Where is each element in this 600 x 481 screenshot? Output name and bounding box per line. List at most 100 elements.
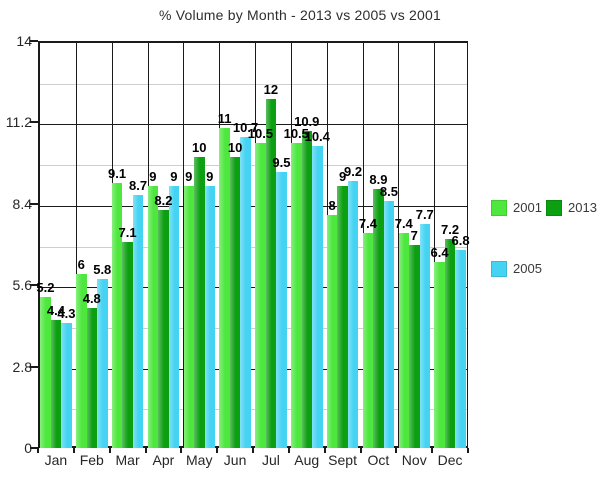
major-gridline xyxy=(40,368,467,370)
chart-title: % Volume by Month - 2013 vs 2005 vs 2001 xyxy=(159,7,441,23)
x-axis-tick xyxy=(216,448,219,453)
bar-2013-nov xyxy=(409,244,420,448)
x-axis-tick xyxy=(395,448,398,453)
month-divider-gridline xyxy=(434,43,436,446)
bar-2005-nov xyxy=(419,224,430,448)
x-axis-label-apr: Apr xyxy=(152,452,175,468)
bar-2013-may xyxy=(194,157,205,448)
y-axis-tick xyxy=(30,40,38,42)
x-axis-label-jul: Jul xyxy=(261,452,280,468)
bar-value-label: 4.8 xyxy=(82,291,101,307)
bar-value-label: 9 xyxy=(206,169,214,185)
minor-gridline xyxy=(40,409,467,411)
x-axis-label-dec: Dec xyxy=(437,452,463,468)
bar-value-label: 5.8 xyxy=(93,262,112,278)
bar-2001-dec xyxy=(434,261,445,448)
bar-value-label: 6.4 xyxy=(430,244,449,260)
bar-2013-aug xyxy=(301,131,312,448)
y-axis-tick-label: 0 xyxy=(24,440,32,456)
legend-label-2005: 2005 xyxy=(513,261,542,276)
bar-2005-apr xyxy=(168,186,180,448)
bar-2013-dec xyxy=(444,238,456,448)
bar-value-label: 11 xyxy=(217,111,232,127)
legend-swatch-2001 xyxy=(491,200,507,216)
x-axis-tick xyxy=(144,448,147,453)
bar-value-label: 8.2 xyxy=(154,192,173,208)
bar-value-label: 4.3 xyxy=(57,305,76,321)
bar-value-label: 10.7 xyxy=(232,119,259,135)
y-axis-tick-label: 14 xyxy=(16,33,32,49)
bar-value-label: 5.2 xyxy=(36,279,55,295)
legend-swatch-2013 xyxy=(546,200,562,216)
x-axis-tick xyxy=(323,448,326,453)
x-axis-label-oct: Oct xyxy=(367,452,390,468)
x-axis-label-sept: Sept xyxy=(328,452,357,468)
x-axis-tick xyxy=(287,448,290,453)
x-axis-tick xyxy=(180,448,183,453)
bar-value-label: 8.9 xyxy=(369,172,388,188)
bar-2005-jul xyxy=(276,171,287,448)
x-axis-label-aug: Aug xyxy=(294,452,320,468)
minor-gridline xyxy=(40,246,467,248)
y-axis-tick-label: 11.2 xyxy=(5,114,32,131)
bar-2005-jun xyxy=(240,136,251,448)
bar-2013-apr xyxy=(158,209,169,448)
bar-value-label: 7.4 xyxy=(394,215,413,231)
x-axis-label-feb: Feb xyxy=(79,452,104,468)
y-axis-tick-label: 2.8 xyxy=(12,358,32,375)
x-axis-tick xyxy=(467,448,469,453)
bar-2013-mar xyxy=(122,241,133,448)
bar-2005-may xyxy=(204,186,215,448)
month-divider-gridline xyxy=(75,43,77,446)
minor-gridline xyxy=(40,327,467,329)
bar-value-label: 12 xyxy=(263,82,279,98)
legend-swatch-2005 xyxy=(491,261,507,277)
bar-2001-jan xyxy=(40,296,51,448)
bar-value-label: 10 xyxy=(192,140,207,156)
bar-2001-nov xyxy=(398,232,409,448)
bar-value-label: 7.2 xyxy=(441,221,460,237)
y-axis-tick xyxy=(30,447,38,449)
bar-value-label: 9 xyxy=(149,169,157,185)
bar-2001-feb xyxy=(76,273,87,448)
legend-label-2013: 2013 xyxy=(568,200,597,215)
bar-value-label: 9.2 xyxy=(344,163,363,179)
bar-2013-jul xyxy=(265,99,277,448)
bar-value-label: 7.7 xyxy=(415,207,434,223)
bar-2005-sept xyxy=(347,180,359,448)
bar-value-label: 9 xyxy=(338,169,347,185)
y-axis-tick-label: 8.4 xyxy=(12,195,32,212)
legend-label-2001: 2001 xyxy=(513,200,542,215)
y-axis-tick xyxy=(30,202,38,205)
bar-2005-jan xyxy=(61,323,72,448)
bar-2001-mar xyxy=(111,183,123,448)
major-gridline xyxy=(40,287,467,289)
bar-value-label: 10.5 xyxy=(283,125,309,141)
x-axis-tick xyxy=(37,448,39,453)
x-axis-tick xyxy=(252,448,254,453)
bar-value-label: 10 xyxy=(227,140,243,156)
bar-value-label: 10.5 xyxy=(247,125,274,141)
x-axis-tick xyxy=(108,448,111,453)
bar-value-label: 10.9 xyxy=(294,114,320,130)
bar-2001-aug xyxy=(291,142,302,448)
x-axis-label-jan: Jan xyxy=(44,452,68,468)
x-axis-tick xyxy=(359,448,362,453)
y-axis-tick-label: 5.6 xyxy=(12,277,32,294)
y-axis-tick xyxy=(30,121,38,124)
bar-2001-sept xyxy=(326,215,338,448)
bar-2005-oct xyxy=(383,200,395,448)
bar-value-label: 8 xyxy=(328,198,336,214)
bar-value-label: 6 xyxy=(77,256,85,272)
bar-value-label: 9 xyxy=(185,169,193,185)
bar-2005-aug xyxy=(312,145,323,448)
bar-2013-jun xyxy=(229,157,241,448)
x-axis-label-mar: Mar xyxy=(115,452,140,468)
bar-value-label: 10.4 xyxy=(304,128,330,144)
bar-value-label: 8.7 xyxy=(129,178,148,194)
bar-value-label: 7.1 xyxy=(118,224,137,240)
bar-2013-feb xyxy=(86,308,97,448)
major-gridline xyxy=(40,205,467,207)
bar-2001-oct xyxy=(362,232,374,448)
